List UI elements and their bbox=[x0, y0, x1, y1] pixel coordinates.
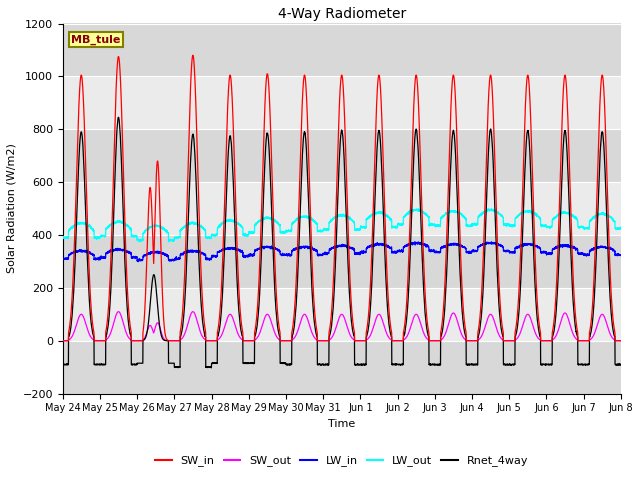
Text: MB_tule: MB_tule bbox=[71, 35, 120, 45]
Y-axis label: Solar Radiation (W/m2): Solar Radiation (W/m2) bbox=[7, 144, 17, 274]
Bar bbox=[63, 129, 621, 182]
Bar bbox=[63, 341, 621, 394]
Bar bbox=[63, 24, 621, 76]
Legend: SW_in, SW_out, LW_in, LW_out, Rnet_4way: SW_in, SW_out, LW_in, LW_out, Rnet_4way bbox=[151, 451, 532, 471]
X-axis label: Time: Time bbox=[328, 419, 355, 429]
Bar bbox=[63, 235, 621, 288]
Title: 4-Way Radiometer: 4-Way Radiometer bbox=[278, 7, 406, 21]
